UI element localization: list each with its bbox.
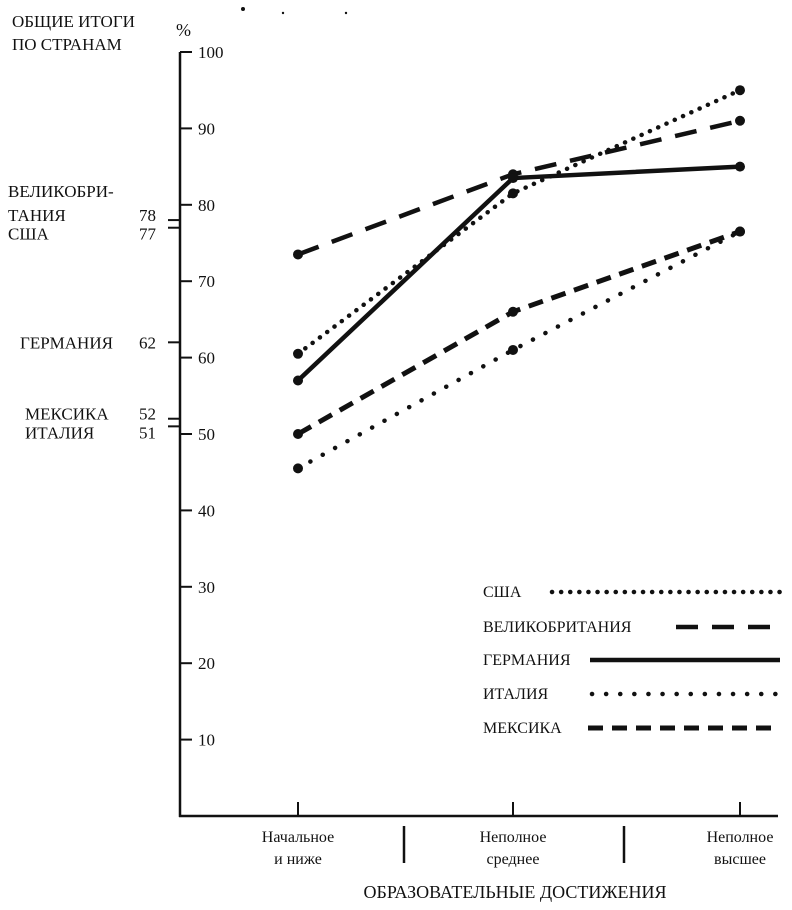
totals-title-line-2: ПО СТРАНАМ	[12, 35, 122, 54]
y-tick-label-90: 90	[198, 119, 215, 138]
y-tick-label-70: 70	[198, 272, 215, 291]
legend-label-3: ИТАЛИЯ	[483, 686, 548, 703]
y-tick-label-40: 40	[198, 501, 215, 520]
total-value-2: 62	[139, 333, 156, 352]
totals-title-line-1: ОБЩИЕ ИТОГИ	[12, 12, 135, 31]
series-point-4-2	[735, 226, 745, 237]
series-point-4-0	[293, 429, 303, 439]
total-label-1-0: США	[8, 225, 49, 244]
x-category-label-0-1: и ниже	[274, 851, 322, 868]
series-point-0-2	[735, 85, 745, 96]
total-label-3-0: МЕКСИКА	[25, 405, 109, 424]
series-line-1	[297, 118, 741, 257]
y-tick-label-50: 50	[198, 425, 215, 444]
y-tick-label-30: 30	[198, 578, 215, 597]
y-tick-label-100: 100	[198, 43, 224, 62]
series-point-4-1	[508, 306, 518, 317]
total-value-0: 78	[139, 206, 156, 225]
y-unit-label: %	[176, 20, 191, 40]
x-category-label-2-1: высшее	[714, 851, 766, 868]
x-categories: Начальное и ниже Неполное среднее Неполное вы…	[262, 802, 774, 868]
series-point-3-1	[508, 344, 518, 355]
series-point-1-0	[293, 249, 303, 260]
x-category-label-2-0: Неполное	[707, 829, 774, 846]
total-value-4: 51	[139, 423, 156, 442]
series-line-0	[295, 87, 743, 357]
y-tick-label-80: 80	[198, 196, 215, 215]
total-label-4-0: ИТАЛИЯ	[25, 423, 94, 442]
y-tick-label-10: 10	[198, 731, 215, 750]
x-category-label-1-1: среднее	[487, 851, 540, 868]
series-point-2-0	[293, 375, 303, 386]
series-lines	[293, 85, 745, 474]
y-tick-label-20: 20	[198, 654, 215, 673]
total-value-3: 52	[139, 405, 156, 424]
total-label-0-1: ТАНИЯ	[8, 206, 66, 225]
series-point-1-2	[735, 115, 745, 126]
total-label-0-0: ВЕЛИКОБРИ-	[8, 182, 114, 201]
series-point-0-0	[293, 348, 303, 359]
series-point-2-1	[508, 173, 518, 184]
total-value-1: 77	[139, 225, 157, 244]
x-axis-title: ОБРАЗОВАТЕЛЬНЫЕ ДОСТИЖЕНИЯ	[363, 882, 666, 902]
legend-label-1: ВЕЛИКОБРИТАНИЯ	[483, 619, 632, 636]
total-label-2-0: ГЕРМАНИЯ	[20, 333, 113, 352]
legend: США ВЕЛИКОБРИТАНИЯ ГЕРМАНИЯ ИТАЛИЯ МЕКСИКА	[483, 584, 783, 737]
x-category-label-1-0: Неполное	[480, 829, 547, 846]
x-category-label-0-0: Начальное	[262, 829, 334, 846]
series-line-2	[296, 164, 741, 383]
legend-label-2: ГЕРМАНИЯ	[483, 652, 571, 669]
legend-label-4: МЕКСИКА	[483, 720, 562, 737]
series-line-4	[296, 229, 741, 437]
series-point-2-2	[735, 161, 745, 172]
scan-specks	[241, 7, 348, 15]
y-tick-label-60: 60	[198, 349, 215, 368]
y-ticks: 10 20 30 40 50 60 70 80 90 100	[180, 43, 224, 750]
series-point-3-0	[293, 463, 303, 474]
series-line-3	[295, 229, 743, 471]
series-point-0-1	[508, 188, 518, 199]
country-totals: ВЕЛИКОБРИ- ТАНИЯ 78 США 77 ГЕРМАНИЯ 62 МЕКСИКА 5…	[8, 182, 180, 442]
legend-label-0: США	[483, 584, 522, 601]
